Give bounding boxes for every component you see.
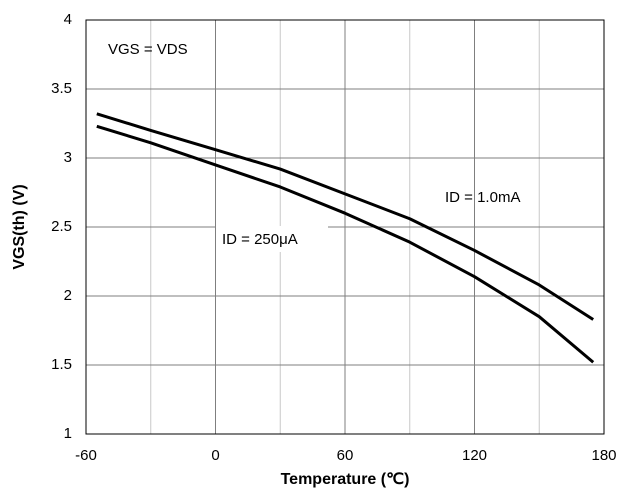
y-tick-label: 2.5	[51, 218, 72, 235]
x-tick-label: -60	[75, 447, 97, 464]
annotation: VGS = VDS	[108, 41, 188, 58]
plot-frame	[85, 19, 605, 435]
y-tick-label: 1.5	[51, 356, 72, 373]
grid	[85, 19, 605, 435]
x-tick-label: 120	[462, 447, 487, 464]
y-tick-label: 3	[64, 149, 72, 166]
annotation-bg	[216, 226, 328, 252]
annotation: ID = 1.0mA	[445, 189, 520, 206]
y-tick-label: 1	[64, 425, 72, 442]
series-line	[96, 112, 595, 321]
y-tick-label: 2	[64, 287, 72, 304]
x-axis-label: Temperature (℃)	[281, 471, 410, 488]
y-tick-label: 4	[64, 11, 72, 28]
x-tick-label: 60	[337, 447, 354, 464]
y-tick-label: 3.5	[51, 80, 72, 97]
y-axis-label: VGS(th) (V)	[11, 184, 28, 269]
x-tick-label: 0	[211, 447, 219, 464]
annotation: ID = 250μA	[222, 231, 298, 248]
x-tick-label: 180	[591, 447, 616, 464]
lines	[96, 112, 595, 364]
series-line	[96, 124, 595, 364]
